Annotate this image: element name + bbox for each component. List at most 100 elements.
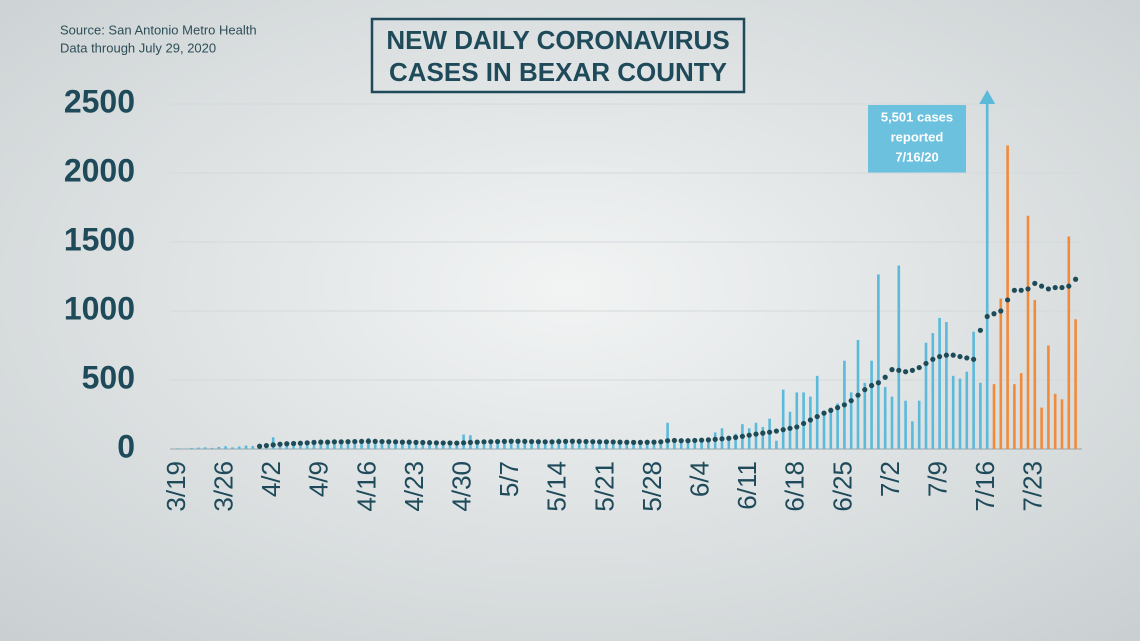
average-dot bbox=[712, 436, 718, 442]
average-dot bbox=[379, 438, 385, 445]
average-dot bbox=[331, 439, 337, 445]
y-tick-label: 500 bbox=[82, 359, 135, 395]
x-tick-label: 4/23 bbox=[399, 461, 429, 512]
annotation: reported bbox=[891, 129, 944, 144]
average-dot bbox=[461, 440, 467, 446]
chart-title: CASES IN BEXAR COUNTY bbox=[389, 57, 727, 87]
bar bbox=[611, 442, 615, 449]
average-dot bbox=[447, 440, 453, 446]
average-dot bbox=[739, 433, 746, 439]
bar bbox=[516, 442, 520, 449]
average-dot bbox=[583, 438, 589, 445]
bar bbox=[618, 443, 622, 449]
average-dot bbox=[406, 439, 412, 445]
average-dot bbox=[631, 439, 637, 445]
average-dot bbox=[848, 398, 854, 404]
bar bbox=[727, 439, 731, 449]
average-dot bbox=[821, 410, 827, 416]
average-dot bbox=[930, 356, 936, 362]
bar bbox=[407, 442, 411, 449]
bar bbox=[421, 443, 425, 449]
bar bbox=[346, 442, 350, 449]
average-dot bbox=[875, 380, 882, 386]
average-dot bbox=[576, 438, 582, 445]
bar bbox=[693, 442, 697, 449]
average-dot bbox=[760, 430, 766, 436]
average-dot bbox=[277, 441, 283, 447]
average-dot bbox=[365, 438, 371, 444]
bar bbox=[217, 446, 221, 449]
average-dot bbox=[862, 387, 868, 393]
bar bbox=[938, 317, 941, 449]
bar bbox=[509, 439, 513, 449]
bar bbox=[1047, 345, 1050, 449]
bar bbox=[1060, 399, 1064, 449]
x-tick-label: 5/7 bbox=[494, 461, 524, 497]
bar bbox=[339, 443, 343, 449]
average-dot bbox=[753, 431, 759, 437]
average-dot bbox=[882, 374, 888, 380]
bar bbox=[863, 382, 867, 449]
bar bbox=[1074, 319, 1077, 449]
x-tick-label: 7/2 bbox=[875, 461, 905, 497]
average-dot bbox=[284, 441, 290, 447]
average-dot bbox=[726, 435, 732, 441]
average-dot bbox=[807, 417, 814, 423]
bar bbox=[224, 446, 227, 449]
average-dot bbox=[828, 407, 834, 413]
bar bbox=[319, 442, 323, 449]
average-dot bbox=[359, 438, 365, 445]
average-dot bbox=[454, 440, 460, 446]
bar bbox=[890, 396, 894, 449]
bar bbox=[571, 442, 574, 449]
average-dot bbox=[685, 438, 691, 444]
average-dot bbox=[1052, 284, 1058, 291]
bar bbox=[584, 441, 588, 449]
average-dot bbox=[549, 439, 555, 445]
bar bbox=[305, 443, 309, 449]
bar bbox=[292, 443, 295, 449]
bar bbox=[387, 442, 391, 449]
bar bbox=[455, 443, 459, 449]
bar bbox=[761, 426, 765, 449]
bar bbox=[482, 442, 486, 449]
average-dot bbox=[998, 308, 1004, 314]
annotation-box bbox=[868, 105, 966, 173]
bar bbox=[598, 442, 601, 449]
average-dot bbox=[971, 356, 977, 362]
average-dot bbox=[624, 439, 630, 445]
average-dot bbox=[855, 392, 861, 398]
average-dot bbox=[950, 352, 956, 358]
average-dot bbox=[991, 311, 997, 317]
average-dot bbox=[263, 442, 269, 449]
bar bbox=[679, 440, 683, 449]
x-tick-label: 6/11 bbox=[732, 461, 762, 510]
bar bbox=[537, 441, 540, 449]
y-tick-label: 1500 bbox=[64, 221, 135, 257]
bar bbox=[1053, 393, 1057, 449]
average-dot bbox=[787, 425, 793, 431]
average-dot bbox=[671, 437, 678, 444]
bar bbox=[815, 375, 819, 449]
bar bbox=[945, 322, 948, 449]
average-dot bbox=[1045, 286, 1051, 292]
annotation: 7/16/20 bbox=[895, 149, 938, 164]
bar bbox=[197, 447, 200, 449]
average-dot bbox=[801, 420, 807, 427]
average-dot bbox=[692, 437, 698, 444]
bar bbox=[564, 440, 567, 449]
x-tick-label: 4/16 bbox=[351, 461, 381, 512]
bar bbox=[448, 444, 452, 449]
y-tick-label: 2000 bbox=[64, 152, 135, 188]
bar bbox=[503, 441, 506, 449]
bar bbox=[1006, 145, 1009, 449]
average-dot bbox=[835, 405, 841, 411]
bar bbox=[951, 375, 955, 449]
bar bbox=[237, 446, 241, 449]
title-box bbox=[370, 17, 746, 94]
bar bbox=[244, 445, 248, 449]
average-dot bbox=[474, 439, 480, 445]
average-dot bbox=[957, 353, 963, 360]
average-dot bbox=[733, 434, 739, 441]
